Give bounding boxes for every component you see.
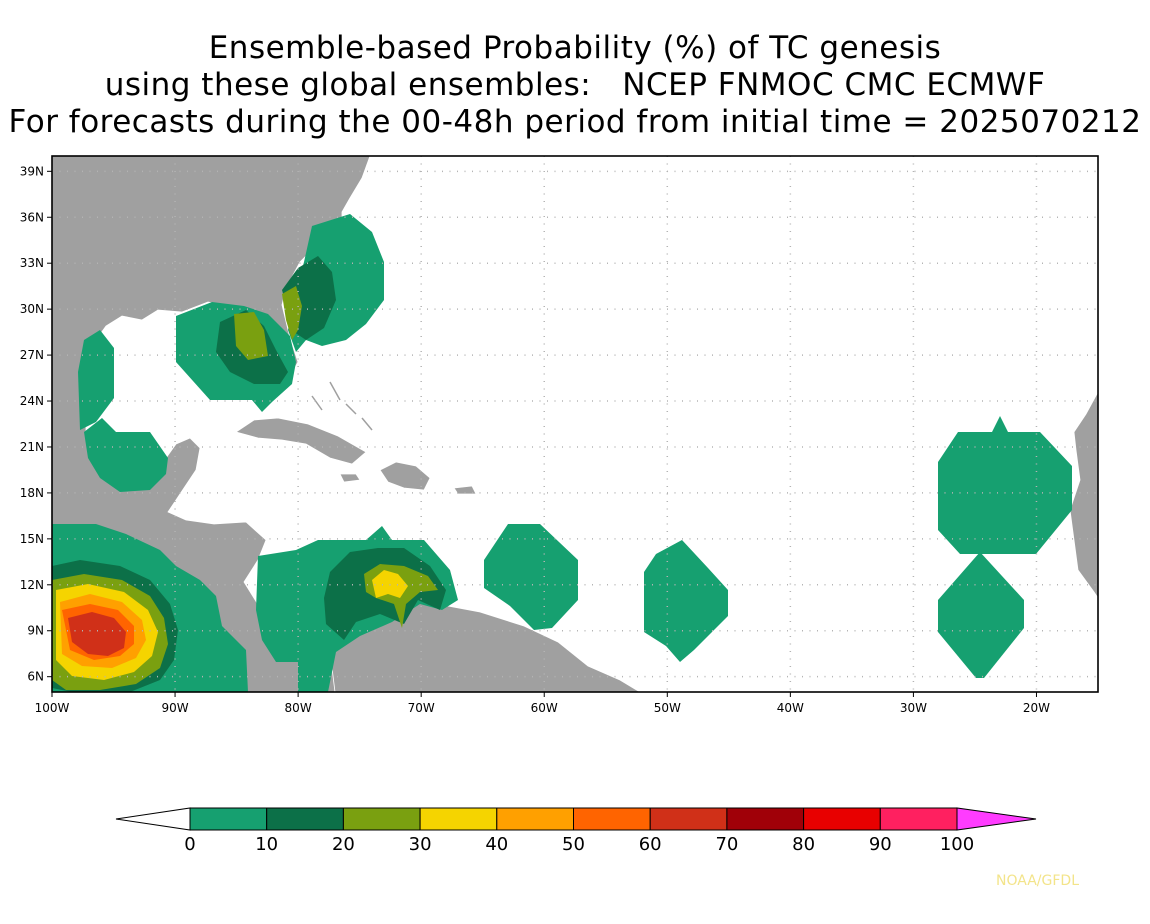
lon-label: 20W	[1023, 701, 1050, 715]
probability-contours	[52, 214, 1072, 692]
title-line-3: For forecasts during the 00-48h period f…	[8, 104, 1142, 140]
puerto-rico-land	[453, 485, 477, 495]
lon-label: 100W	[35, 701, 70, 715]
colorbar-swatch	[573, 807, 651, 831]
lon-label: 90W	[161, 701, 188, 715]
colorbar-under-arrow	[115, 807, 191, 831]
colorbar-label: 30	[409, 834, 432, 855]
colorbar-label: 40	[485, 834, 508, 855]
bahamas-land	[311, 381, 373, 431]
contour-yucatan	[84, 418, 168, 492]
colorbar-swatch	[419, 807, 498, 831]
colorbar-swatch	[496, 807, 574, 831]
contour-georgia-olive	[282, 286, 302, 340]
contour-western-gulf	[78, 330, 114, 430]
prob-band-60-70	[68, 612, 126, 656]
colorbar-label: 80	[792, 834, 815, 855]
lat-label: 39N	[20, 164, 44, 178]
map-title: Ensemble-based Probability (%) of TC gen…	[0, 30, 1150, 141]
colorbar: 0 10 20 30 40 50 60 70 80 90 100	[115, 807, 1037, 855]
colorbar-label: 100	[940, 834, 974, 855]
colorbar-label: 10	[255, 834, 278, 855]
colorbar-swatch	[803, 807, 881, 831]
lat-label: 12N	[20, 578, 44, 592]
map-frame	[51, 155, 1099, 693]
axis-ticks	[47, 170, 1037, 697]
contour-east-atlantic-north	[938, 416, 1072, 554]
title-line-1: Ensemble-based Probability (%) of TC gen…	[208, 30, 942, 66]
jamaica-land	[339, 473, 361, 483]
lon-label: 60W	[531, 701, 558, 715]
colorbar-label: 60	[639, 834, 662, 855]
colorbar-over-arrow	[956, 807, 1037, 831]
contour-lesser-antilles	[484, 524, 578, 630]
latitude-labels: 39N 36N 33N 30N 27N 24N 21N 18N 15N 12N 9N 6N	[20, 164, 44, 683]
africa-land	[1069, 391, 1098, 599]
contour-central-atlantic	[644, 540, 728, 662]
colorbar-label: 0	[184, 834, 195, 855]
lat-label: 36N	[20, 210, 44, 224]
credit-label: NOAA/GFDL	[996, 873, 1079, 889]
colorbar-label: 50	[562, 834, 585, 855]
colorbar-swatch	[342, 807, 421, 831]
title-line-2: using these global ensembles: NCEP FNMOC…	[104, 67, 1046, 103]
lat-label: 6N	[27, 670, 44, 684]
colorbar-swatch	[879, 807, 958, 831]
contour-gulf-olive	[234, 312, 268, 360]
longitude-labels: 100W 90W 80W 70W 60W 50W 40W 30W 20W	[35, 701, 1051, 715]
hispaniola-land	[379, 461, 431, 491]
colorbar-label: 20	[332, 834, 355, 855]
colorbar-label: 70	[715, 834, 738, 855]
lon-label: 30W	[900, 701, 927, 715]
contour-east-atlantic-south	[938, 552, 1024, 678]
lat-label: 18N	[20, 486, 44, 500]
lat-label: 27N	[20, 348, 44, 362]
lon-label: 50W	[654, 701, 681, 715]
lat-label: 15N	[20, 532, 44, 546]
colorbar-swatch	[189, 807, 268, 831]
lat-label: 24N	[20, 394, 44, 408]
colorbar-label: 90	[869, 834, 892, 855]
contour-caribbean-yellow	[372, 570, 408, 598]
colorbar-swatch	[266, 807, 344, 831]
lat-label: 21N	[20, 440, 44, 454]
lat-label: 33N	[20, 256, 44, 270]
contour-pacific-red	[68, 612, 126, 656]
lon-label: 80W	[285, 701, 312, 715]
lon-label: 40W	[777, 701, 804, 715]
lon-label: 70W	[408, 701, 435, 715]
lat-label: 30N	[20, 302, 44, 316]
colorbar-swatch	[649, 807, 728, 831]
lat-label: 9N	[27, 624, 44, 638]
colorbar-swatch	[726, 807, 805, 831]
map-layers	[52, 156, 1098, 692]
cuba-land	[235, 417, 367, 465]
